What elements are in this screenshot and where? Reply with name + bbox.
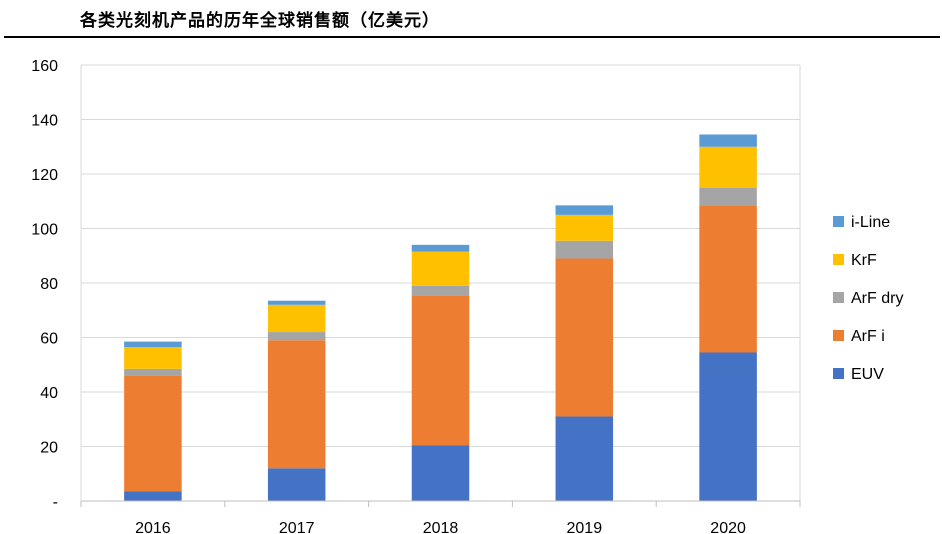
- legend-label: EUV: [851, 366, 884, 383]
- bar-segment-i-line-2017: [267, 300, 326, 305]
- x-tick-label: 2017: [279, 520, 315, 534]
- bar-segment-krf-2018: [411, 251, 470, 286]
- bar-segment-arf-dry-2020: [699, 187, 757, 206]
- y-tick-label: 160: [31, 58, 58, 75]
- legend-label: i-Line: [851, 214, 890, 231]
- bar-segment-arf-i-2016: [124, 375, 182, 492]
- bar-segment-krf-2017: [267, 304, 326, 333]
- bar-segment-i-line-2018: [411, 244, 470, 252]
- y-tick-label: 20: [40, 440, 58, 457]
- bar-segment-euv-2019: [555, 416, 614, 501]
- legend-swatch: [833, 254, 844, 265]
- title-divider: [4, 36, 940, 38]
- y-tick-label: 120: [31, 167, 58, 184]
- bar-segment-arf-dry-2016: [124, 368, 182, 376]
- bar-segment-krf-2020: [699, 146, 757, 188]
- bar-segment-i-line-2020: [699, 134, 757, 147]
- y-tick-label: 80: [40, 276, 58, 293]
- legend-label: ArF i: [851, 328, 885, 345]
- legend-swatch: [833, 216, 844, 227]
- bar-segment-arf-i-2018: [411, 295, 470, 446]
- bars: [124, 134, 757, 501]
- x-tick-label: 2020: [710, 520, 746, 534]
- bar-segment-euv-2020: [699, 352, 757, 501]
- bar-segment-i-line-2016: [124, 341, 182, 348]
- legend-swatch: [833, 330, 844, 341]
- legend-label: KrF: [851, 252, 877, 269]
- legend-swatch: [833, 368, 844, 379]
- bar-segment-euv-2017: [267, 468, 326, 501]
- bar-segment-arf-dry-2019: [555, 240, 614, 259]
- bar-segment-arf-dry-2017: [267, 332, 326, 341]
- bar-segment-arf-i-2017: [267, 340, 326, 469]
- y-tick-label: -: [53, 494, 58, 511]
- legend: i-Line KrF ArF dry ArF i EUV: [833, 214, 903, 383]
- y-tick-label: 140: [31, 113, 58, 130]
- x-tick-label: 2019: [567, 520, 603, 534]
- axes: - 20 40 60 80 100 120 140 160 2016 2017 2018 2019 202…: [31, 58, 801, 534]
- y-tick-label: 40: [40, 385, 58, 402]
- x-tick-label: 2018: [423, 520, 459, 534]
- bar-segment-i-line-2019: [555, 205, 614, 215]
- y-tick-label: 100: [31, 222, 58, 239]
- y-tick-label: 60: [40, 331, 58, 348]
- bar-segment-euv-2016: [124, 491, 182, 501]
- x-tick-label: 2016: [135, 520, 171, 534]
- bar-segment-krf-2019: [555, 214, 614, 241]
- bar-segment-arf-dry-2018: [411, 285, 470, 296]
- bar-segment-arf-i-2020: [699, 205, 757, 353]
- bar-segment-euv-2018: [411, 445, 470, 501]
- legend-label: ArF dry: [851, 290, 903, 307]
- legend-swatch: [833, 292, 844, 303]
- bar-segment-krf-2016: [124, 347, 182, 369]
- bar-segment-arf-i-2019: [555, 258, 614, 417]
- chart-title: 各类光刻机产品的历年全球销售额（亿美元）: [80, 11, 440, 31]
